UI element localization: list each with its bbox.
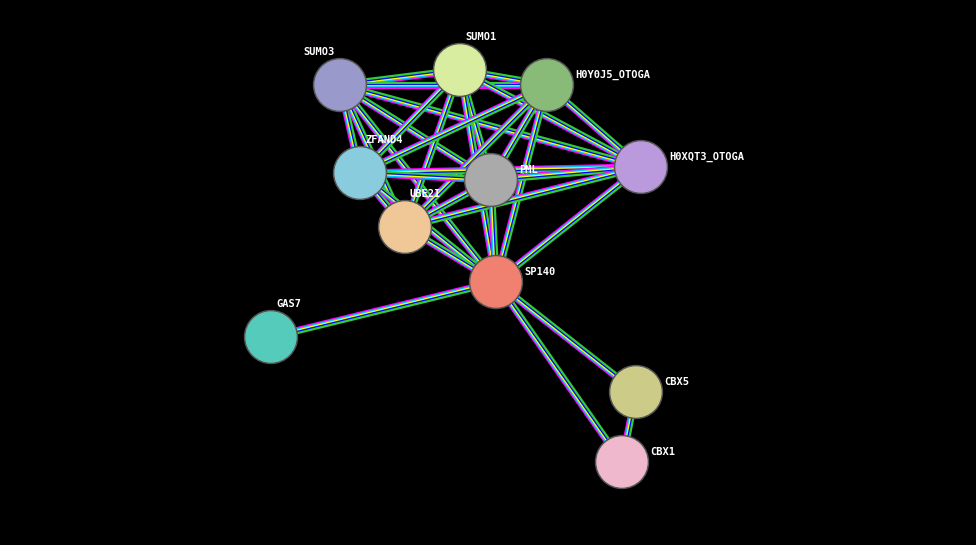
- Circle shape: [380, 202, 430, 252]
- Circle shape: [615, 141, 668, 193]
- Circle shape: [245, 311, 298, 364]
- Text: GAS7: GAS7: [276, 299, 301, 309]
- Circle shape: [471, 257, 521, 307]
- Circle shape: [611, 367, 661, 417]
- Circle shape: [379, 201, 431, 253]
- Circle shape: [522, 60, 572, 110]
- Circle shape: [466, 155, 516, 205]
- Text: CBX5: CBX5: [664, 377, 689, 387]
- Circle shape: [315, 60, 365, 110]
- Text: UBE2I: UBE2I: [410, 189, 441, 199]
- Circle shape: [609, 366, 663, 419]
- Text: CBX1: CBX1: [650, 447, 675, 457]
- Text: SUMO3: SUMO3: [304, 47, 335, 57]
- Circle shape: [597, 437, 647, 487]
- Circle shape: [334, 147, 386, 199]
- Circle shape: [616, 142, 666, 192]
- Text: PML: PML: [519, 165, 538, 175]
- Circle shape: [465, 154, 517, 207]
- Circle shape: [520, 58, 574, 112]
- Text: SP140: SP140: [524, 267, 555, 277]
- Text: SUMO1: SUMO1: [465, 32, 496, 42]
- Circle shape: [469, 256, 522, 308]
- Circle shape: [246, 312, 296, 362]
- Circle shape: [335, 148, 385, 198]
- Circle shape: [595, 435, 648, 488]
- Circle shape: [435, 45, 485, 95]
- Circle shape: [433, 44, 486, 96]
- Text: H0Y0J5_OTOGA: H0Y0J5_OTOGA: [575, 70, 650, 80]
- Circle shape: [313, 58, 367, 112]
- Text: ZFAND4: ZFAND4: [365, 135, 402, 145]
- Text: H0XQT3_OTOGA: H0XQT3_OTOGA: [669, 152, 744, 162]
